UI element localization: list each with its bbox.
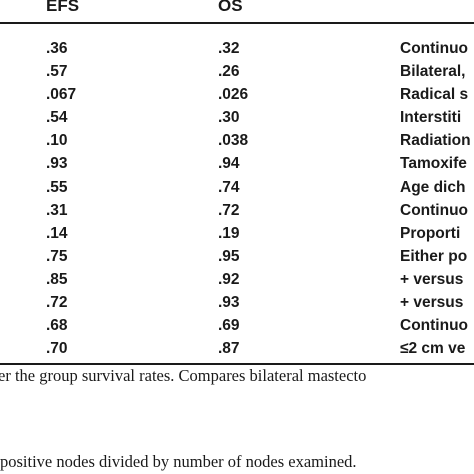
table-row: .067 .026 Radical s [0, 84, 474, 107]
variable-label: Continuo [400, 317, 469, 335]
efs-value: .93 [46, 155, 68, 173]
footnote-line-1: er the group survival rates. Compares bi… [0, 366, 367, 385]
efs-value: .68 [46, 317, 68, 335]
table-row: .54 .30 Interstiti [0, 107, 474, 130]
table-bottom-rule [0, 363, 474, 365]
table-row: .93 .94 Tamoxife [0, 153, 474, 176]
table-row: .85 .92 + versus [0, 269, 474, 292]
os-value: .74 [218, 178, 240, 196]
table-row: .57 .26 Bilateral, [0, 61, 474, 84]
table-row: .36 .32 Continuo [0, 38, 474, 61]
efs-value: .14 [46, 224, 68, 242]
table-row: .31 .72 Continuo [0, 200, 474, 223]
os-value: .95 [218, 247, 240, 265]
variable-label: Radiation [400, 132, 471, 150]
table-row: .10 .038 Radiation [0, 130, 474, 153]
variable-label: Bilateral, [400, 63, 466, 81]
variable-label: ≤2 cm ve [400, 340, 466, 358]
os-value: .94 [218, 155, 240, 173]
efs-value: .55 [46, 178, 68, 196]
table-row: .55 .74 Age dich [0, 177, 474, 200]
os-value: .72 [218, 201, 240, 219]
variable-label: Proporti [400, 224, 461, 242]
os-value: .26 [218, 63, 240, 81]
variable-label: Either po [400, 247, 468, 265]
os-value: .87 [218, 340, 240, 358]
efs-value: .85 [46, 270, 68, 288]
variable-label: + versus [400, 294, 464, 312]
efs-value: .54 [46, 109, 68, 127]
efs-value: .75 [46, 247, 68, 265]
column-header-efs: EFS [46, 0, 80, 15]
table-row: .14 .19 Proporti [0, 223, 474, 246]
efs-value: .10 [46, 132, 68, 150]
efs-value: .067 [46, 86, 77, 104]
variable-label: Tamoxife [400, 155, 467, 173]
efs-value: .70 [46, 340, 68, 358]
variable-label: Continuo [400, 201, 469, 219]
os-value: .038 [218, 132, 249, 150]
os-value: .32 [218, 40, 240, 57]
os-value: .30 [218, 109, 240, 127]
table-body: .36 .32 Continuo .57 .26 Bilateral, .067 .026 Ra… [0, 38, 474, 361]
footnote-line-2: positive nodes divided by number of node… [0, 452, 357, 471]
variable-label: Continuo [400, 40, 469, 57]
os-value: .93 [218, 294, 240, 312]
table-row: .72 .93 + versus [0, 292, 474, 315]
table-row: .70 .87 ≤2 cm ve [0, 338, 474, 361]
efs-value: .36 [46, 40, 68, 57]
variable-label: + versus [400, 270, 464, 288]
table-header: EFS OS [0, 0, 474, 18]
efs-value: .72 [46, 294, 68, 312]
os-value: .026 [218, 86, 249, 104]
variable-label: Age dich [400, 178, 466, 196]
variable-label: Interstiti [400, 109, 462, 127]
efs-value: .57 [46, 63, 68, 81]
table-row: .68 .69 Continuo [0, 315, 474, 338]
efs-value: .31 [46, 201, 68, 219]
header-rule [0, 22, 474, 24]
variable-label: Radical s [400, 86, 469, 104]
table-row: .75 .95 Either po [0, 246, 474, 269]
column-header-os: OS [218, 0, 243, 15]
os-value: .69 [218, 317, 240, 335]
os-value: .92 [218, 270, 240, 288]
os-value: .19 [218, 224, 240, 242]
